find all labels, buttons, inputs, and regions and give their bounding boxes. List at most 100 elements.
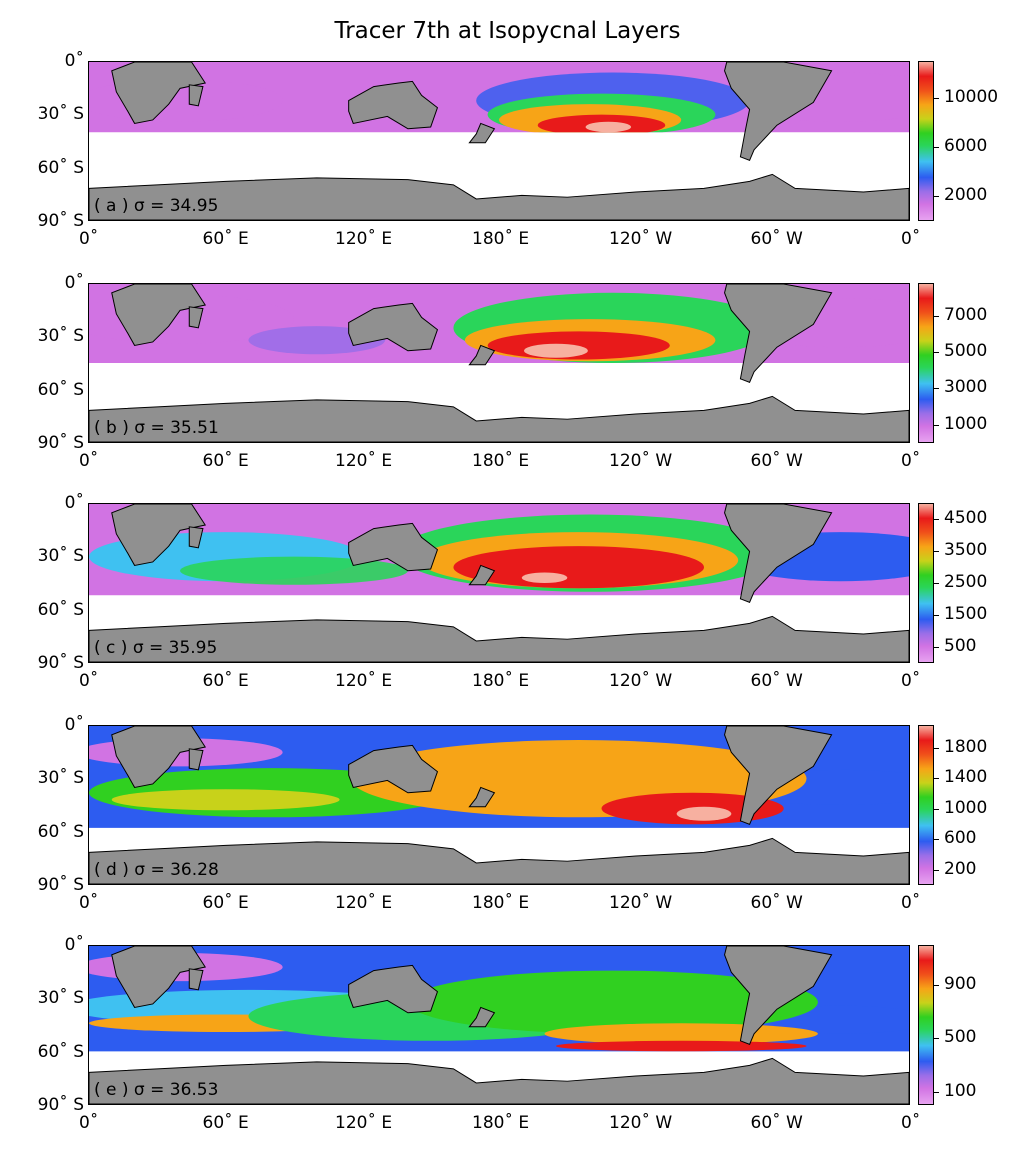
colorbar-tick-label: 200	[944, 858, 977, 879]
x-tick-label: 180˚ E	[472, 893, 530, 913]
land-madagascar	[188, 306, 204, 329]
land-madagascar	[188, 84, 204, 107]
land-new-zealand	[468, 344, 496, 366]
y-tick-label: 60˚ S	[37, 600, 84, 620]
colorbar-tick	[934, 196, 939, 198]
land-south-america	[724, 726, 833, 825]
colorbar-tick	[934, 839, 939, 841]
y-tick-label: 60˚ S	[37, 1042, 84, 1062]
x-tick-label: 60˚ W	[750, 229, 803, 249]
y-tick-label: 90˚ S	[37, 433, 84, 453]
y-tick-label: 60˚ S	[37, 158, 84, 178]
colorbar-tick	[934, 388, 939, 390]
colorbar-tick	[934, 985, 939, 986]
x-tick-label: 120˚ E	[335, 451, 393, 471]
land-madagascar	[188, 968, 204, 991]
panel-label: ( c ) σ = 35.95	[94, 638, 218, 658]
land-antarctica	[89, 173, 909, 220]
colorbar	[918, 725, 934, 885]
colorbar-tick-label: 1800	[944, 736, 988, 757]
x-tick-label: 60˚ E	[202, 451, 249, 471]
x-tick-label: 120˚ E	[335, 893, 393, 913]
x-tick-label: 180˚ E	[472, 1113, 530, 1133]
y-tick-label: 90˚ S	[37, 1095, 84, 1115]
colorbar-tick-label: 500	[944, 636, 977, 656]
colorbar-tick	[934, 352, 939, 354]
y-tick-label: 30˚ S	[37, 988, 84, 1008]
colorbar-tick	[934, 1038, 939, 1040]
colorbar-tick-label: 5000	[944, 341, 988, 362]
map-plot: ( e ) σ = 36.53	[88, 945, 910, 1105]
x-tick-label: 0˚	[901, 451, 921, 471]
colorbar-tick-label: 1500	[944, 604, 988, 624]
heatmap-field	[89, 504, 909, 662]
colorbar-tick-label: 2500	[944, 572, 988, 592]
x-tick-label: 120˚ E	[335, 229, 393, 249]
y-tick-label: 0˚	[64, 715, 84, 735]
land-australia	[348, 744, 439, 794]
x-tick-label: 120˚ W	[609, 451, 673, 471]
land-antarctica	[89, 395, 909, 442]
colorbar-tick	[934, 778, 939, 780]
heatmap-field	[89, 946, 909, 1104]
map-plot: ( d ) σ = 36.28	[88, 725, 910, 885]
land-new-zealand	[468, 564, 496, 586]
land-australia	[348, 522, 439, 572]
heatmap-field	[89, 726, 909, 884]
x-tick-label: 0˚	[79, 1113, 99, 1133]
colorbar-tick	[934, 747, 939, 749]
colorbar-tick-label: 900	[944, 974, 977, 994]
y-tick-label: 30˚ S	[37, 546, 84, 566]
colorbar-tick	[934, 551, 939, 552]
x-tick-label: 0˚	[79, 229, 99, 249]
colorbar-tick-label: 1000	[944, 413, 988, 434]
panel-label: ( b ) σ = 35.51	[94, 418, 219, 438]
land-africa	[111, 284, 207, 346]
land-australia	[348, 964, 439, 1014]
colorbar-tick	[934, 424, 939, 426]
y-tick-label: 0˚	[64, 493, 84, 513]
land-australia	[348, 302, 439, 352]
x-tick-label: 180˚ E	[472, 451, 530, 471]
y-tick-label: 30˚ S	[37, 326, 84, 346]
y-tick-label: 60˚ S	[37, 822, 84, 842]
land-madagascar	[188, 526, 204, 549]
x-tick-label: 60˚ W	[750, 1113, 803, 1133]
land-antarctica	[89, 1057, 909, 1104]
colorbar-tick	[934, 147, 939, 149]
y-tick-label: 30˚ S	[37, 768, 84, 788]
colorbar-tick-label: 6000	[944, 136, 988, 157]
colorbar	[918, 283, 934, 443]
colorbar-tick-label: 10000	[944, 86, 999, 107]
land-south-america	[724, 62, 833, 161]
heatmap-field	[89, 284, 909, 442]
colorbar-tick-label: 4500	[944, 508, 988, 528]
y-tick-label: 90˚ S	[37, 875, 84, 895]
land-madagascar	[188, 748, 204, 771]
x-tick-label: 120˚ W	[609, 893, 673, 913]
land-antarctica	[89, 837, 909, 884]
y-tick-label: 30˚ S	[37, 104, 84, 124]
colorbar-tick-label: 3000	[944, 377, 988, 398]
land-africa	[111, 726, 207, 788]
x-tick-label: 60˚ E	[202, 671, 249, 691]
figure-title: Tracer 7th at Isopycnal Layers	[334, 18, 681, 44]
map-plot: ( c ) σ = 35.95	[88, 503, 910, 663]
map-plot: ( b ) σ = 35.51	[88, 283, 910, 443]
x-tick-label: 120˚ E	[335, 1113, 393, 1133]
x-tick-label: 180˚ E	[472, 671, 530, 691]
land-new-zealand	[468, 786, 496, 808]
land-south-america	[724, 946, 833, 1045]
colorbar-tick-label: 100	[944, 1080, 977, 1101]
heatmap-field	[89, 62, 909, 220]
land-new-zealand	[468, 1006, 496, 1028]
colorbar-tick	[934, 519, 939, 520]
x-tick-label: 120˚ W	[609, 671, 673, 691]
y-tick-label: 90˚ S	[37, 211, 84, 231]
